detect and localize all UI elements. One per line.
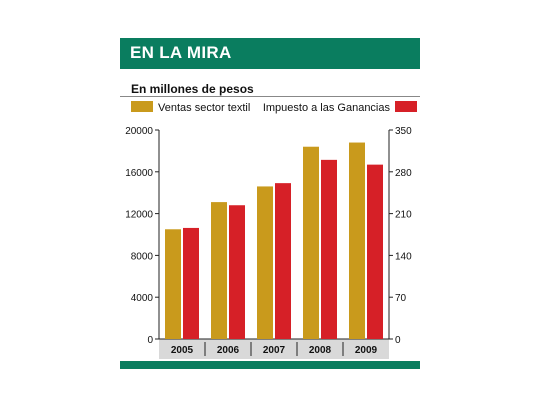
category-label: 2009 <box>355 345 378 356</box>
right-tick-label: 70 <box>395 293 407 304</box>
header-band <box>120 38 420 69</box>
bar-impuesto-2008 <box>321 159 337 339</box>
legend-label-impuesto: Impuesto a las Ganancias <box>263 102 391 114</box>
legend: Ventas sector textil Impuesto a las Gana… <box>131 101 417 114</box>
left-tick-label: 20000 <box>125 126 153 137</box>
bar-ventas-2009 <box>349 142 365 339</box>
category-band <box>159 339 389 359</box>
right-tick-label: 210 <box>395 210 412 221</box>
bar-ventas-2007 <box>257 186 273 339</box>
footer-band <box>120 361 420 369</box>
bar-impuesto-2007 <box>275 183 291 339</box>
left-tick-label: 4000 <box>131 293 154 304</box>
bar-ventas-2006 <box>211 202 227 339</box>
category-label: 2005 <box>171 345 194 356</box>
category-label: 2008 <box>309 345 332 356</box>
right-tick-label: 0 <box>395 335 401 346</box>
legend-swatch-ventas <box>131 101 153 112</box>
right-tick-label: 350 <box>395 126 412 137</box>
bar-impuesto-2005 <box>183 227 199 339</box>
left-tick-label: 0 <box>147 335 153 346</box>
category-label: 2006 <box>217 345 240 356</box>
bar-impuesto-2009 <box>367 164 383 339</box>
legend-swatch-impuesto <box>395 101 417 112</box>
right-tick-label: 280 <box>395 168 412 179</box>
bars <box>165 142 383 339</box>
bar-ventas-2008 <box>303 146 319 339</box>
left-tick-label: 12000 <box>125 210 153 221</box>
chart-subtitle: En millones de pesos <box>131 82 254 96</box>
left-tick-label: 16000 <box>125 168 153 179</box>
legend-label-ventas: Ventas sector textil <box>158 102 250 114</box>
chart-title: EN LA MIRA <box>130 43 232 62</box>
category-label: 2007 <box>263 345 286 356</box>
bar-ventas-2005 <box>165 229 181 339</box>
bar-impuesto-2006 <box>229 205 245 339</box>
left-tick-label: 8000 <box>131 251 154 262</box>
subtitle-divider <box>120 96 420 97</box>
right-tick-label: 140 <box>395 251 412 262</box>
tick-labels: 0 4000 8000 12000 16000 20000 0 70 140 210 280 350 2… <box>125 126 412 356</box>
